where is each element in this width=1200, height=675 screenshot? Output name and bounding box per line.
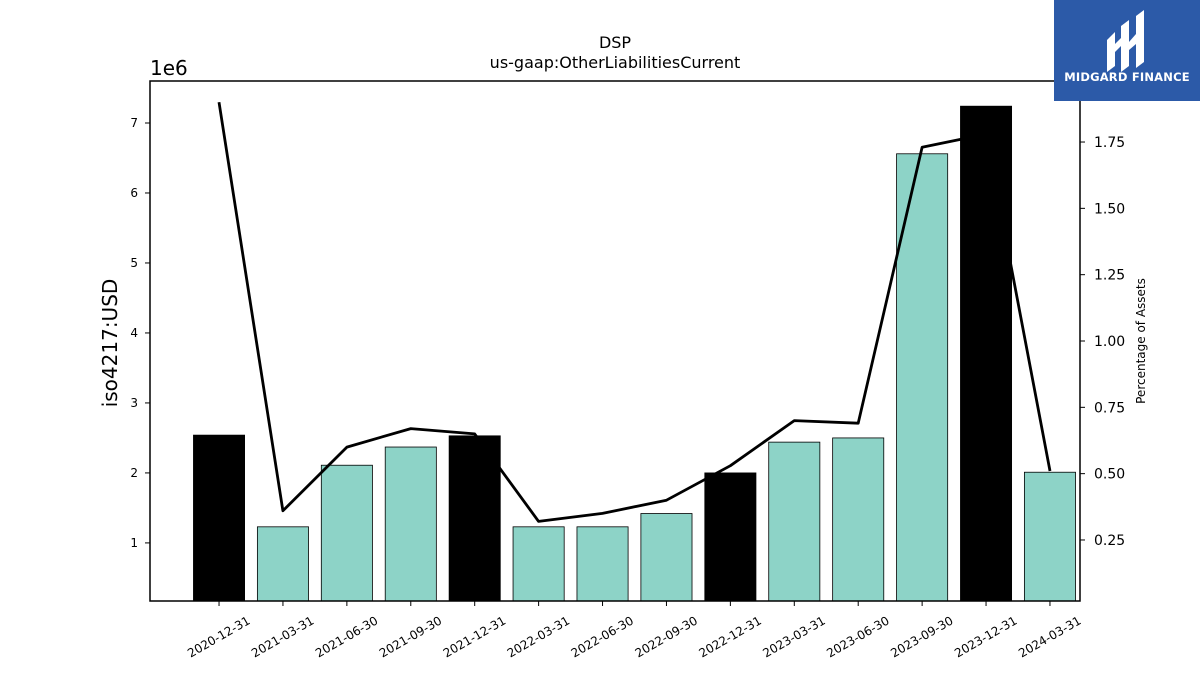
x-tick-label: 2020-12-31	[185, 613, 252, 660]
chart-title: DSP	[599, 33, 631, 52]
y2-tick-label: 1.25	[1094, 268, 1125, 284]
logo-text: MIDGARD FINANCE	[1064, 70, 1190, 84]
x-tick-label: 2023-03-31	[760, 613, 827, 660]
bar	[193, 434, 245, 602]
y2-tick-label: 0.50	[1094, 467, 1125, 483]
bar	[448, 435, 501, 602]
x-tick-label: 2021-06-30	[313, 613, 380, 660]
bar	[320, 464, 373, 602]
y-tick-label: 7	[130, 116, 138, 130]
y-offset-label: 1e6	[150, 56, 188, 80]
bar	[640, 513, 693, 602]
y-tick-label: 1	[130, 536, 138, 550]
x-tick-label: 2022-12-31	[696, 613, 763, 660]
bar	[832, 437, 885, 602]
y-tick-label: 2	[130, 466, 138, 480]
bars-group	[193, 105, 1076, 602]
y-axis-label: iso4217:USD	[98, 279, 122, 408]
bar	[1023, 471, 1076, 602]
y2-tick-label: 1.75	[1094, 135, 1125, 151]
bar	[704, 472, 757, 602]
x-tick-label: 2023-06-30	[824, 613, 891, 660]
bar	[768, 441, 821, 602]
x-tick-label: 2021-03-31	[249, 613, 316, 660]
y-tick-label: 4	[130, 326, 138, 340]
x-tick-label: 2022-06-30	[569, 613, 636, 660]
y2-tick-label: 1.00	[1094, 334, 1125, 350]
y2-axis-label: Percentage of Assets	[1134, 278, 1148, 404]
y-tick-label: 3	[130, 396, 138, 410]
y-tick-label: 6	[130, 186, 138, 200]
brand-logo: MIDGARD FINANCE	[1054, 0, 1200, 101]
logo-mark-icon	[1107, 10, 1144, 72]
bar	[256, 526, 309, 602]
x-tick-label: 2022-03-31	[505, 613, 572, 660]
line-group	[217, 101, 1052, 523]
bar	[512, 526, 565, 602]
y2-tick-label: 1.50	[1094, 201, 1125, 217]
y2-tick-label: 0.75	[1094, 400, 1125, 416]
x-tick-label: 2023-12-31	[952, 613, 1019, 660]
bar	[384, 446, 437, 602]
x-tick-label: 2021-09-30	[377, 613, 444, 660]
y2-tick-label: 0.25	[1094, 533, 1125, 549]
bar	[896, 153, 949, 602]
chart-subtitle: us-gaap:OtherLiabilitiesCurrent	[490, 53, 741, 72]
x-tick-label: 2023-09-30	[888, 613, 955, 660]
y-tick-label: 5	[130, 256, 138, 270]
x-tick-label: 2021-12-31	[441, 613, 508, 660]
x-tick-label: 2022-09-30	[633, 613, 700, 660]
percentage-line	[217, 101, 1052, 523]
x-tick-label: 2024-03-31	[1016, 613, 1083, 660]
bar	[960, 105, 1013, 602]
bar	[576, 526, 629, 602]
